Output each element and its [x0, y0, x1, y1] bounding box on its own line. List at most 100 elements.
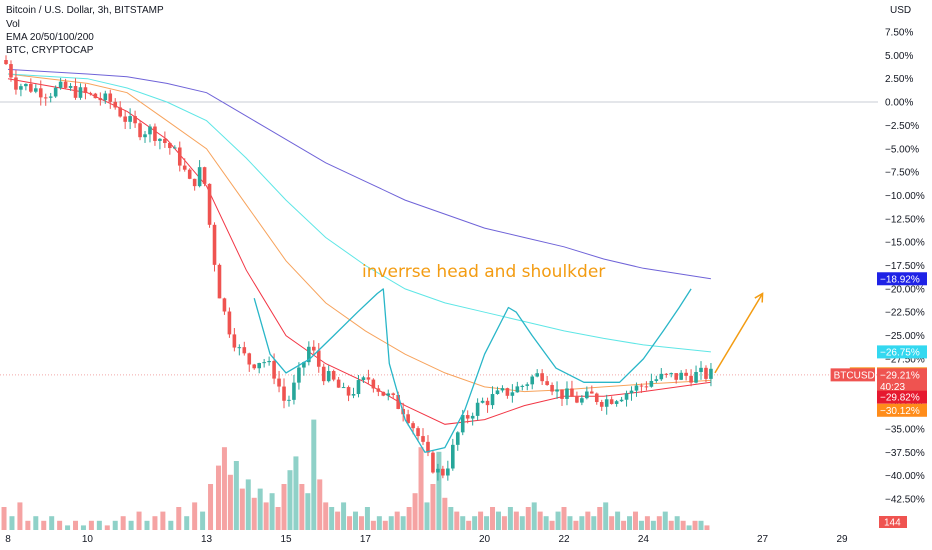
- volume-bar: [257, 488, 263, 530]
- volume-bar: [227, 474, 233, 530]
- axis-unit-label: USD: [890, 5, 911, 16]
- candle-body: [545, 381, 549, 385]
- volume-bar: [597, 507, 603, 530]
- volume-bar: [549, 520, 555, 530]
- candle-body: [555, 389, 559, 392]
- volume-bar: [263, 502, 269, 530]
- candle-body: [227, 311, 232, 335]
- ema-line: [7, 78, 711, 425]
- volume-bar: [144, 520, 150, 530]
- volume-bar: [33, 516, 39, 530]
- candle-body: [391, 393, 396, 395]
- candle-body: [163, 138, 167, 143]
- price-tick-label: −25.00%: [885, 331, 925, 342]
- candlesticks: [4, 55, 713, 481]
- chart-title: Bitcoin / U.S. Dollar, 3h, BITSTAMP: [6, 5, 164, 16]
- candle-body: [684, 372, 688, 376]
- price-tick-label: −20.00%: [885, 284, 925, 295]
- price-tick-label: −12.50%: [885, 214, 925, 225]
- candle-body: [148, 126, 152, 135]
- price-badges: −18.92%−26.75%−29.10%BTC−29.21%BTCUSD40:…: [830, 272, 927, 529]
- volume-bar: [686, 525, 692, 530]
- volume-bar: [281, 484, 287, 530]
- volume-bar: [507, 507, 513, 530]
- candle-body: [282, 386, 286, 401]
- volume-bar: [9, 516, 15, 530]
- volume-bar: [287, 470, 293, 530]
- candle-body: [192, 178, 197, 187]
- candle-body: [614, 401, 619, 404]
- volume-bar: [603, 502, 609, 530]
- volume-bar: [341, 502, 347, 530]
- candle-body: [93, 93, 98, 99]
- volume-bar: [567, 516, 573, 530]
- candle-body: [302, 362, 306, 368]
- candle-body: [525, 384, 530, 386]
- volume-bar: [644, 516, 650, 530]
- candle-body: [411, 423, 415, 429]
- candle-body: [515, 386, 520, 393]
- candle-body: [455, 432, 460, 445]
- candle-body: [649, 380, 654, 387]
- candle-body: [386, 393, 391, 396]
- time-tick-label: 15: [280, 534, 292, 545]
- volume-bar: [104, 525, 110, 530]
- price-axis[interactable]: USD 7.50% 5.00% 2.50% 0.00% −2.50% −5.00% −7.50…: [885, 5, 925, 506]
- volume-bar: [436, 451, 442, 530]
- candle-body: [624, 393, 629, 400]
- candle-body: [202, 167, 207, 184]
- volume-bar: [400, 516, 406, 530]
- candle-body: [465, 415, 470, 419]
- volume-bar: [448, 507, 454, 530]
- volume-bar: [698, 520, 704, 530]
- volume-bar: [221, 447, 227, 530]
- volume-bar: [120, 516, 126, 530]
- volume-bar: [478, 511, 484, 530]
- price-tick-label: −10.00%: [885, 191, 925, 202]
- price-tick-label: −22.50%: [885, 308, 925, 319]
- candle-body: [540, 373, 544, 382]
- volume-bar: [370, 520, 376, 530]
- candle-body: [664, 373, 669, 375]
- forecast-arrowhead: [754, 292, 764, 303]
- candle-body: [103, 93, 108, 101]
- price-tick-label: 0.00%: [885, 98, 913, 109]
- volume-bar: [112, 520, 118, 530]
- candle-body: [29, 83, 33, 92]
- volume-bar: [555, 511, 561, 530]
- volume-bar: [382, 520, 388, 530]
- candle-body: [262, 362, 266, 364]
- price-badge: [877, 390, 927, 404]
- candle-body: [634, 385, 639, 391]
- price-tick-label: −37.50%: [885, 448, 925, 459]
- candle-body: [73, 86, 78, 98]
- candle-body: [580, 398, 584, 403]
- price-badge-value: −26.75%: [880, 347, 920, 358]
- price-badge: [877, 379, 927, 393]
- symbol-tag-label: BTCUSD: [834, 370, 875, 381]
- volume-bar: [537, 511, 543, 530]
- price-tick-label: 7.50%: [885, 28, 913, 39]
- price-badge: [877, 403, 927, 417]
- price-tick-label: −2.50%: [885, 121, 919, 132]
- volume-bar: [160, 511, 166, 530]
- volume-bar: [176, 507, 182, 530]
- price-tick-label: −35.00%: [885, 424, 925, 435]
- candle-body: [451, 444, 455, 469]
- time-axis[interactable]: 8 10 13 15 17 20 22 24 27 29: [5, 534, 848, 545]
- candle-body: [694, 372, 698, 383]
- volume-bar: [579, 516, 585, 530]
- volume-bar: [638, 520, 644, 530]
- candle-body: [500, 388, 505, 391]
- volume-bar: [424, 502, 430, 530]
- candle-body: [416, 428, 420, 437]
- volume-bar: [650, 520, 656, 530]
- candle-body: [470, 415, 475, 419]
- volume-bar: [501, 516, 507, 530]
- candle-body: [287, 399, 291, 401]
- candle-body: [177, 147, 182, 166]
- volume-bar: [495, 511, 501, 530]
- ema-lines: [7, 68, 711, 425]
- volume-bar: [299, 484, 305, 530]
